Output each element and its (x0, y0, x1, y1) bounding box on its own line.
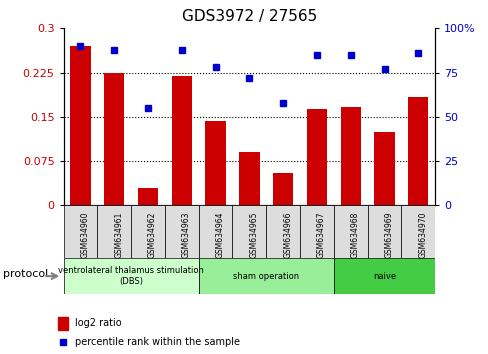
Text: sham operation: sham operation (233, 272, 299, 281)
Bar (138, 188, 158, 205)
FancyBboxPatch shape (97, 205, 131, 258)
Bar (272, 173, 293, 205)
Text: ventrolateral thalamus stimulation
(DBS): ventrolateral thalamus stimulation (DBS) (58, 267, 203, 286)
Bar (70, 46, 90, 205)
FancyBboxPatch shape (198, 258, 333, 294)
Text: GSM634969: GSM634969 (384, 212, 393, 258)
Text: GSM634963: GSM634963 (182, 212, 190, 258)
Text: GSM634970: GSM634970 (417, 212, 427, 258)
Text: GSM634961: GSM634961 (114, 212, 123, 258)
Text: percentile rank within the sample: percentile rank within the sample (75, 337, 239, 347)
FancyBboxPatch shape (63, 205, 97, 258)
Bar (374, 132, 394, 205)
Bar (58, 316, 68, 330)
Text: GSM634964: GSM634964 (215, 212, 224, 258)
Text: GSM634960: GSM634960 (81, 212, 89, 258)
FancyBboxPatch shape (401, 205, 434, 258)
Bar (239, 152, 259, 205)
Text: GSM634968: GSM634968 (350, 212, 359, 258)
FancyBboxPatch shape (333, 258, 434, 294)
FancyBboxPatch shape (367, 205, 401, 258)
FancyBboxPatch shape (164, 205, 198, 258)
Text: GSM634965: GSM634965 (249, 212, 258, 258)
Text: GSM634966: GSM634966 (283, 212, 291, 258)
FancyBboxPatch shape (198, 205, 232, 258)
Bar (171, 75, 192, 205)
FancyBboxPatch shape (333, 205, 367, 258)
Text: GSM634967: GSM634967 (316, 212, 325, 258)
Bar (306, 109, 326, 205)
FancyBboxPatch shape (266, 205, 300, 258)
FancyBboxPatch shape (131, 205, 164, 258)
Title: GDS3972 / 27565: GDS3972 / 27565 (182, 9, 316, 24)
Text: GSM634962: GSM634962 (148, 212, 157, 258)
Text: log2 ratio: log2 ratio (75, 318, 121, 328)
Bar (407, 97, 427, 205)
Text: naive: naive (372, 272, 395, 281)
Bar (104, 73, 124, 205)
FancyBboxPatch shape (63, 258, 198, 294)
Bar (340, 107, 360, 205)
Bar (205, 121, 225, 205)
FancyBboxPatch shape (232, 205, 266, 258)
Text: protocol: protocol (3, 269, 48, 279)
FancyBboxPatch shape (300, 205, 333, 258)
